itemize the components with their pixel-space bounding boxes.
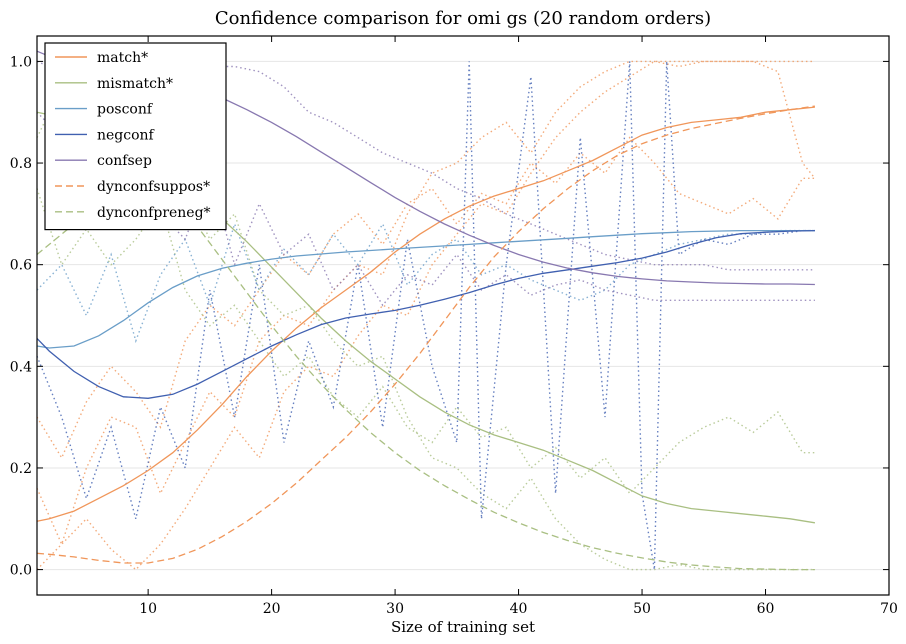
series-line-6 <box>36 192 815 571</box>
legend-label-0: match* <box>97 50 148 66</box>
legend: match* mismatch* posconf negconf confsep dync… <box>44 42 227 231</box>
legend-label-2: posconf <box>97 102 154 118</box>
x-tick-label-5: 60 <box>757 601 775 617</box>
x-tick-label-0: 10 <box>139 601 157 617</box>
legend-label-3: negconf <box>97 127 156 143</box>
y-tick-label-3: 0.6 <box>10 258 32 274</box>
background-trace-1 <box>36 60 816 571</box>
legend-label-5: dynconfsuppos* <box>97 179 210 195</box>
y-tick-label-5: 1.0 <box>10 54 32 70</box>
axis-ticks: 10 20 30 40 50 60 70 0.0 0.2 0.4 0.6 0.8 1.0 <box>10 36 898 617</box>
background-trace-4 <box>36 188 815 495</box>
x-tick-label-3: 40 <box>510 601 528 617</box>
background-trace-8 <box>36 60 815 271</box>
series-line-5 <box>36 105 815 564</box>
legend-label-1: mismatch* <box>97 76 173 92</box>
plot-frame <box>36 35 890 596</box>
series-lines <box>36 50 816 571</box>
legend-label-6: dynconfpreneg* <box>97 205 211 221</box>
series-line-0 <box>36 106 815 522</box>
x-tick-label-1: 20 <box>263 601 281 617</box>
x-tick-label-4: 50 <box>633 601 651 617</box>
y-tick-label-4: 0.8 <box>10 156 32 172</box>
series-line-2 <box>36 229 815 349</box>
y-tick-label-2: 0.4 <box>10 359 32 375</box>
background-trace-6 <box>36 221 815 344</box>
x-tick-label-2: 30 <box>386 601 404 617</box>
x-tick-label-6: 70 <box>880 601 898 617</box>
legend-label-4: confsep <box>97 153 152 169</box>
chart-title: Confidence comparison for omi gs (20 ran… <box>215 8 711 29</box>
series-line-3 <box>36 229 815 399</box>
y-tick-label-1: 0.2 <box>10 461 32 477</box>
legend-box <box>44 42 227 231</box>
x-axis-title: Size of training set <box>391 618 535 636</box>
y-tick-label-0: 0.0 <box>10 563 32 579</box>
